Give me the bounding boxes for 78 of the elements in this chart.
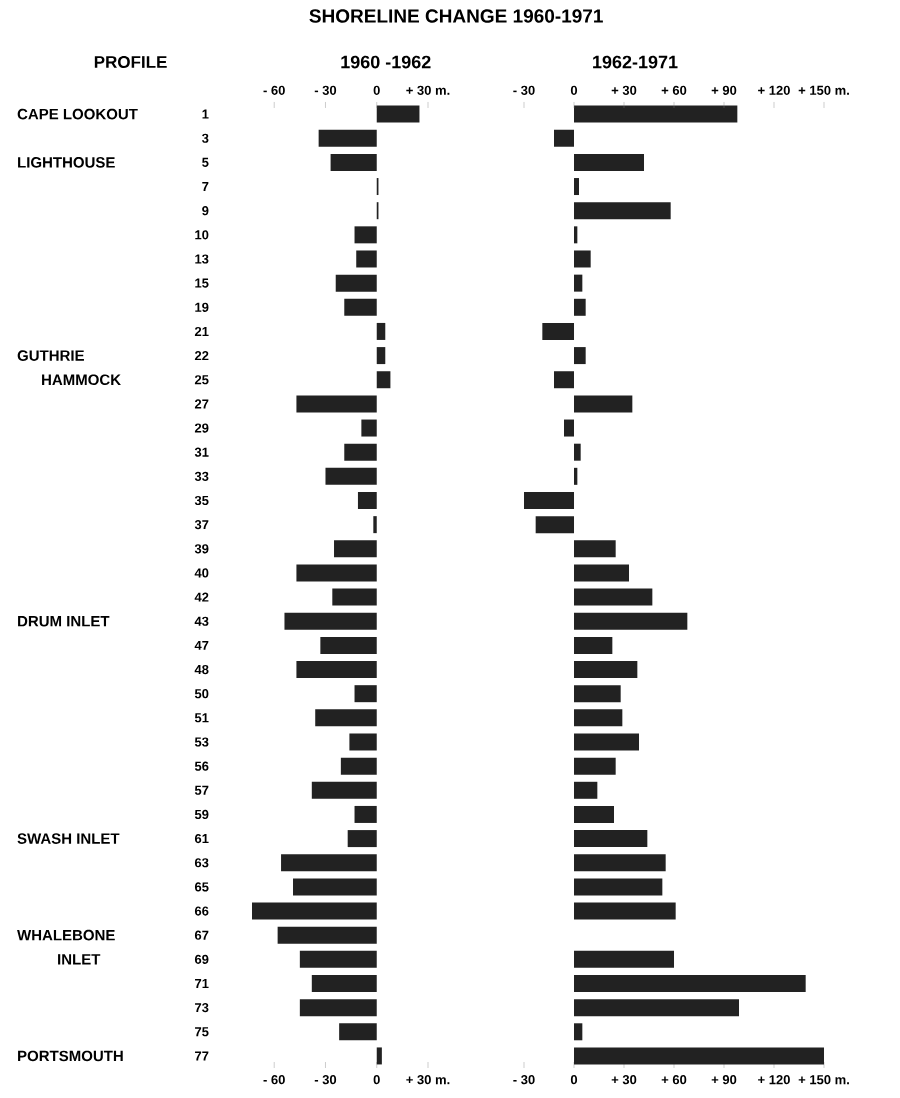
bar: [535, 516, 575, 534]
chart-subtitle: 1962-1971: [593, 55, 678, 69]
bar: [296, 395, 377, 413]
bar: [277, 926, 377, 944]
bar: [574, 347, 586, 365]
bar: [296, 564, 377, 582]
bar: [574, 950, 675, 968]
bar: [574, 636, 613, 654]
y-axis-title: PROFILE: [94, 56, 167, 69]
bar: [574, 757, 616, 775]
bar: [574, 878, 663, 896]
bar: [349, 733, 377, 751]
bar: [356, 250, 377, 268]
bar: [335, 274, 377, 292]
chart-subtitle: 1960 -1962: [341, 55, 431, 69]
bar: [574, 805, 614, 823]
bar: [574, 685, 621, 703]
bar: [574, 999, 740, 1017]
bar: [376, 105, 420, 123]
bar: [284, 612, 377, 630]
bar: [574, 1047, 825, 1065]
bar: [574, 105, 738, 123]
bar: [299, 999, 377, 1017]
bar: [347, 830, 377, 848]
bar: [299, 950, 377, 968]
bar: [311, 974, 377, 992]
bar: [574, 612, 688, 630]
bar: [574, 443, 581, 461]
bar: [542, 322, 575, 340]
bar: [574, 395, 633, 413]
bar: [376, 322, 386, 340]
bar: [339, 1023, 377, 1041]
bar: [252, 902, 377, 920]
bar: [293, 878, 377, 896]
bar: [376, 1047, 382, 1065]
bar: [574, 1023, 583, 1041]
bar: [574, 178, 580, 196]
bar: [574, 298, 586, 316]
bar: [354, 685, 377, 703]
bar: [574, 540, 616, 558]
bar: [344, 298, 377, 316]
bar: [320, 636, 377, 654]
bar: [334, 540, 377, 558]
bar: [574, 661, 638, 679]
bar: [376, 371, 391, 389]
bar: [574, 250, 591, 268]
bar: [524, 491, 575, 509]
bar: [574, 830, 648, 848]
bar: [354, 805, 377, 823]
bar: [574, 588, 653, 606]
bar: [311, 781, 377, 799]
chart-title: SHORELINE CHANGE 1960-1971: [309, 9, 603, 23]
bar: [574, 854, 666, 872]
bar: [574, 902, 676, 920]
bar: [330, 153, 377, 171]
bar: [554, 371, 575, 389]
bar: [318, 129, 377, 147]
bar: [574, 974, 806, 992]
bar: [340, 757, 377, 775]
bar: [574, 274, 583, 292]
bar: [325, 467, 377, 485]
bar: [332, 588, 377, 606]
bar: [361, 419, 377, 437]
bar: [574, 733, 640, 751]
bar: [357, 491, 377, 509]
bar: [344, 443, 377, 461]
bar: [564, 419, 575, 437]
bar: [574, 709, 623, 727]
bar: [281, 854, 377, 872]
bar: [376, 347, 386, 365]
bar: [296, 661, 377, 679]
bar: [574, 781, 598, 799]
bar: [554, 129, 575, 147]
bar: [574, 153, 645, 171]
bar: [574, 202, 671, 220]
bar: [354, 226, 377, 244]
bar: [315, 709, 377, 727]
bar: [574, 564, 629, 582]
